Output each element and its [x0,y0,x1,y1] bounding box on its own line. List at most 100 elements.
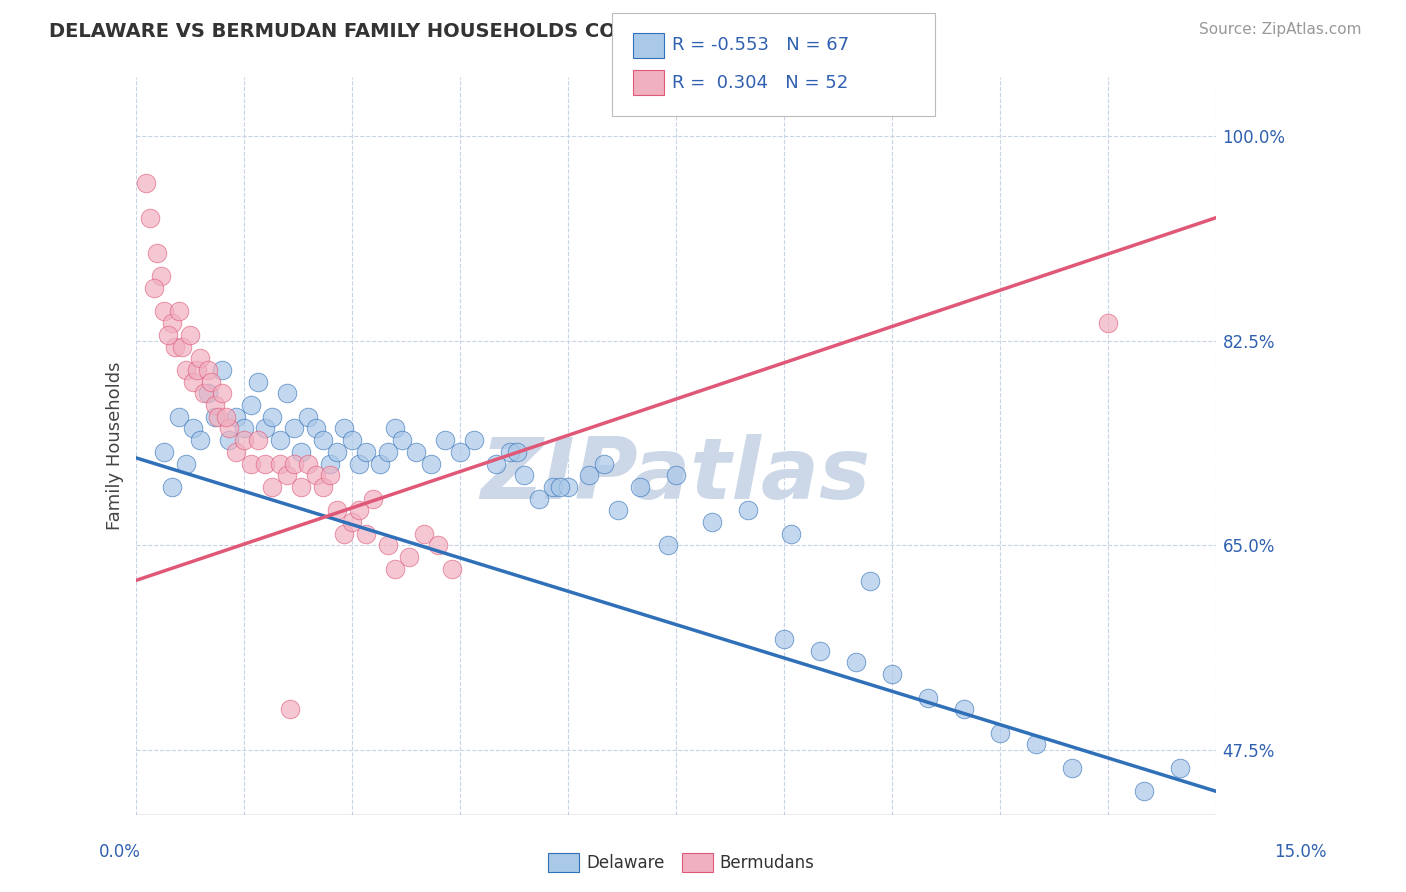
Point [181,421,204,435]
Point [167,409,190,424]
Point [254,421,277,435]
Point [186,363,208,377]
Point [988,725,1011,739]
Point [172,340,194,354]
Text: R = -0.553   N = 67: R = -0.553 N = 67 [672,37,849,54]
Text: DELAWARE VS BERMUDAN FAMILY HOUSEHOLDS CORRELATION CHART: DELAWARE VS BERMUDAN FAMILY HOUSEHOLDS C… [49,22,818,41]
Point [188,433,211,447]
Point [1168,761,1191,775]
Point [541,480,564,494]
Point [434,433,457,447]
Point [1025,737,1047,751]
Point [211,386,233,401]
Point [283,457,305,471]
Point [377,445,399,459]
Point [1097,316,1119,330]
Point [262,409,284,424]
Point [449,445,471,459]
Point [167,304,190,318]
Point [550,480,572,494]
Point [262,480,284,494]
Point [218,421,240,435]
Text: 0.0%: 0.0% [98,843,141,861]
Point [326,445,349,459]
Point [139,211,162,225]
Point [246,433,269,447]
Point [513,468,536,483]
Point [326,503,349,517]
Point [239,398,262,412]
Point [412,526,434,541]
Point [174,363,197,377]
Point [405,445,427,459]
Text: ZIPatlas: ZIPatlas [481,434,870,517]
Point [772,632,794,646]
Point [377,538,399,552]
Point [340,515,363,529]
Point [527,491,550,506]
Point [700,515,723,529]
Point [398,550,420,565]
Text: Source: ZipAtlas.com: Source: ZipAtlas.com [1198,22,1361,37]
Point [232,421,254,435]
Point [1132,784,1154,798]
Point [197,386,219,401]
Point [214,409,236,424]
Point [200,375,222,389]
Point [142,281,165,295]
Text: R =  0.304   N = 52: R = 0.304 N = 52 [672,74,848,92]
Point [297,409,319,424]
Point [319,468,342,483]
Point [239,457,262,471]
Point [283,421,305,435]
Point [592,457,614,471]
Point [917,690,939,705]
Point [628,480,651,494]
Point [254,457,277,471]
Point [384,562,406,576]
Point [232,433,254,447]
Point [197,363,219,377]
Point [880,667,903,681]
Point [204,398,226,412]
Point [484,457,506,471]
Point [278,702,301,716]
Point [269,457,291,471]
Text: Delaware: Delaware [586,854,665,871]
Y-axis label: Family Households: Family Households [107,362,124,530]
Point [276,386,298,401]
Point [737,503,759,517]
Point [354,526,377,541]
Point [333,421,356,435]
Point [179,327,201,342]
Point [499,445,522,459]
Point [312,480,335,494]
Point [207,409,229,424]
Point [153,304,176,318]
Point [779,526,801,541]
Point [340,433,363,447]
Point [160,316,183,330]
Point [135,176,157,190]
Point [370,457,392,471]
Point [333,526,356,541]
Point [246,375,269,389]
Point [165,340,187,354]
Point [361,491,384,506]
Point [181,375,204,389]
Point [347,503,370,517]
Point [304,468,326,483]
Point [657,538,679,552]
Point [174,457,197,471]
Point [845,656,868,670]
Point [952,702,974,716]
Point [290,480,312,494]
Point [506,445,529,459]
Text: 15.0%: 15.0% [1274,843,1327,861]
Point [304,421,326,435]
Point [204,409,226,424]
Point [391,433,413,447]
Point [426,538,449,552]
Point [146,246,169,260]
Point [188,351,211,366]
